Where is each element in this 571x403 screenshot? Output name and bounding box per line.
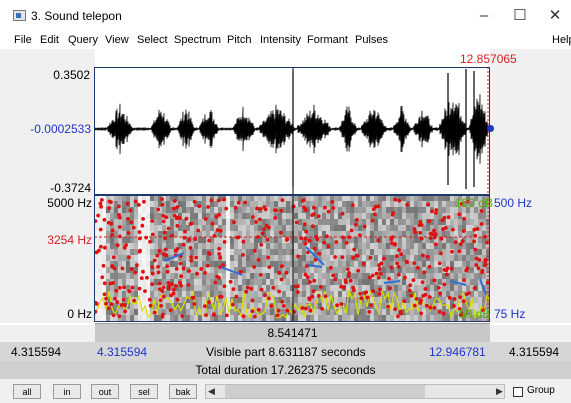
visible-start-time[interactable]: 4.315594 bbox=[97, 345, 148, 359]
visible-end-time[interactable]: 12.946781 bbox=[429, 345, 486, 359]
window-title: 3. Sound telepon bbox=[31, 9, 122, 23]
menu-formant[interactable]: Formant bbox=[307, 34, 348, 46]
pitch-bottom-label: 75 Hz bbox=[494, 307, 526, 321]
intensity-curve bbox=[95, 289, 489, 320]
waveform-svg bbox=[95, 68, 489, 194]
menu-bar bbox=[0, 32, 571, 49]
total-duration-bar[interactable]: Total duration 17.262375 seconds bbox=[0, 361, 571, 379]
group-label: Group bbox=[527, 385, 555, 396]
close-icon[interactable]: ✕ bbox=[548, 7, 562, 24]
scrollbar-thumb[interactable] bbox=[225, 385, 425, 398]
menu-help[interactable]: Help bbox=[552, 34, 571, 46]
visible-left-value[interactable]: 4.315594 bbox=[11, 345, 62, 359]
visible-part-label[interactable]: Visible part 8.631187 seconds bbox=[206, 345, 366, 359]
minimize-icon[interactable]: – bbox=[479, 7, 489, 24]
spectrogram-freq-min: 0 Hz bbox=[67, 307, 92, 321]
formant-dots bbox=[95, 197, 489, 319]
zoom-back-button[interactable]: bak bbox=[169, 384, 197, 399]
menu-pulses[interactable]: Pulses bbox=[355, 34, 389, 46]
menu-spectrum[interactable]: Spectrum bbox=[174, 34, 222, 46]
waveform-ymin: -0.3724 bbox=[50, 181, 91, 195]
zoom-selection-button[interactable]: sel bbox=[130, 384, 158, 399]
total-duration-label: Total duration 17.262375 seconds bbox=[195, 363, 376, 377]
app-icon bbox=[13, 10, 26, 21]
intensity-bottom-label: 50 dB bbox=[459, 307, 491, 321]
spectrogram-panel[interactable] bbox=[94, 195, 490, 322]
scroll-left-icon[interactable]: ◀ bbox=[208, 386, 215, 396]
zoom-out-button[interactable]: out bbox=[91, 384, 119, 399]
pitch-contour bbox=[163, 246, 487, 296]
waveform-ymid: -0.0002533 bbox=[30, 122, 91, 136]
scroll-right-icon[interactable]: ▶ bbox=[496, 386, 503, 396]
menu-query[interactable]: Query bbox=[68, 34, 98, 46]
visible-part-bar bbox=[0, 342, 571, 361]
zero-marker-icon bbox=[487, 125, 494, 132]
group-checkbox[interactable] bbox=[513, 387, 523, 397]
waveform-ymax: 0.3502 bbox=[53, 68, 90, 82]
spectrogram-svg bbox=[95, 196, 489, 321]
spectrogram-freq-cursor: 3254 Hz bbox=[47, 233, 92, 247]
spectrogram-freq-max: 5000 Hz bbox=[47, 196, 92, 210]
left-axis-panel bbox=[0, 49, 95, 323]
selection-duration: 8.541471 bbox=[267, 326, 318, 340]
menu-pitch[interactable]: Pitch bbox=[227, 34, 252, 46]
menu-intensity[interactable]: Intensity bbox=[260, 34, 301, 46]
waveform-signal bbox=[95, 69, 489, 189]
pitch-top-label: 500 Hz bbox=[494, 196, 533, 210]
zoom-all-button[interactable]: all bbox=[13, 384, 41, 399]
menu-edit[interactable]: Edit bbox=[40, 34, 59, 46]
intensity-top-label: 100 dB bbox=[455, 196, 494, 210]
waveform-panel[interactable] bbox=[94, 67, 490, 195]
menu-view[interactable]: View bbox=[105, 34, 129, 46]
cursor-time-label: 12.857065 bbox=[460, 52, 517, 66]
visible-right-value[interactable]: 4.315594 bbox=[509, 345, 560, 359]
right-axis-panel bbox=[490, 49, 571, 323]
selection-time-bar[interactable]: 8.541471 bbox=[95, 323, 490, 342]
zoom-in-button[interactable]: in bbox=[53, 384, 81, 399]
maximize-icon[interactable]: ☐ bbox=[513, 7, 527, 24]
title-bar bbox=[0, 0, 571, 32]
menu-file[interactable]: File bbox=[14, 34, 32, 46]
menu-select[interactable]: Select bbox=[137, 34, 168, 46]
